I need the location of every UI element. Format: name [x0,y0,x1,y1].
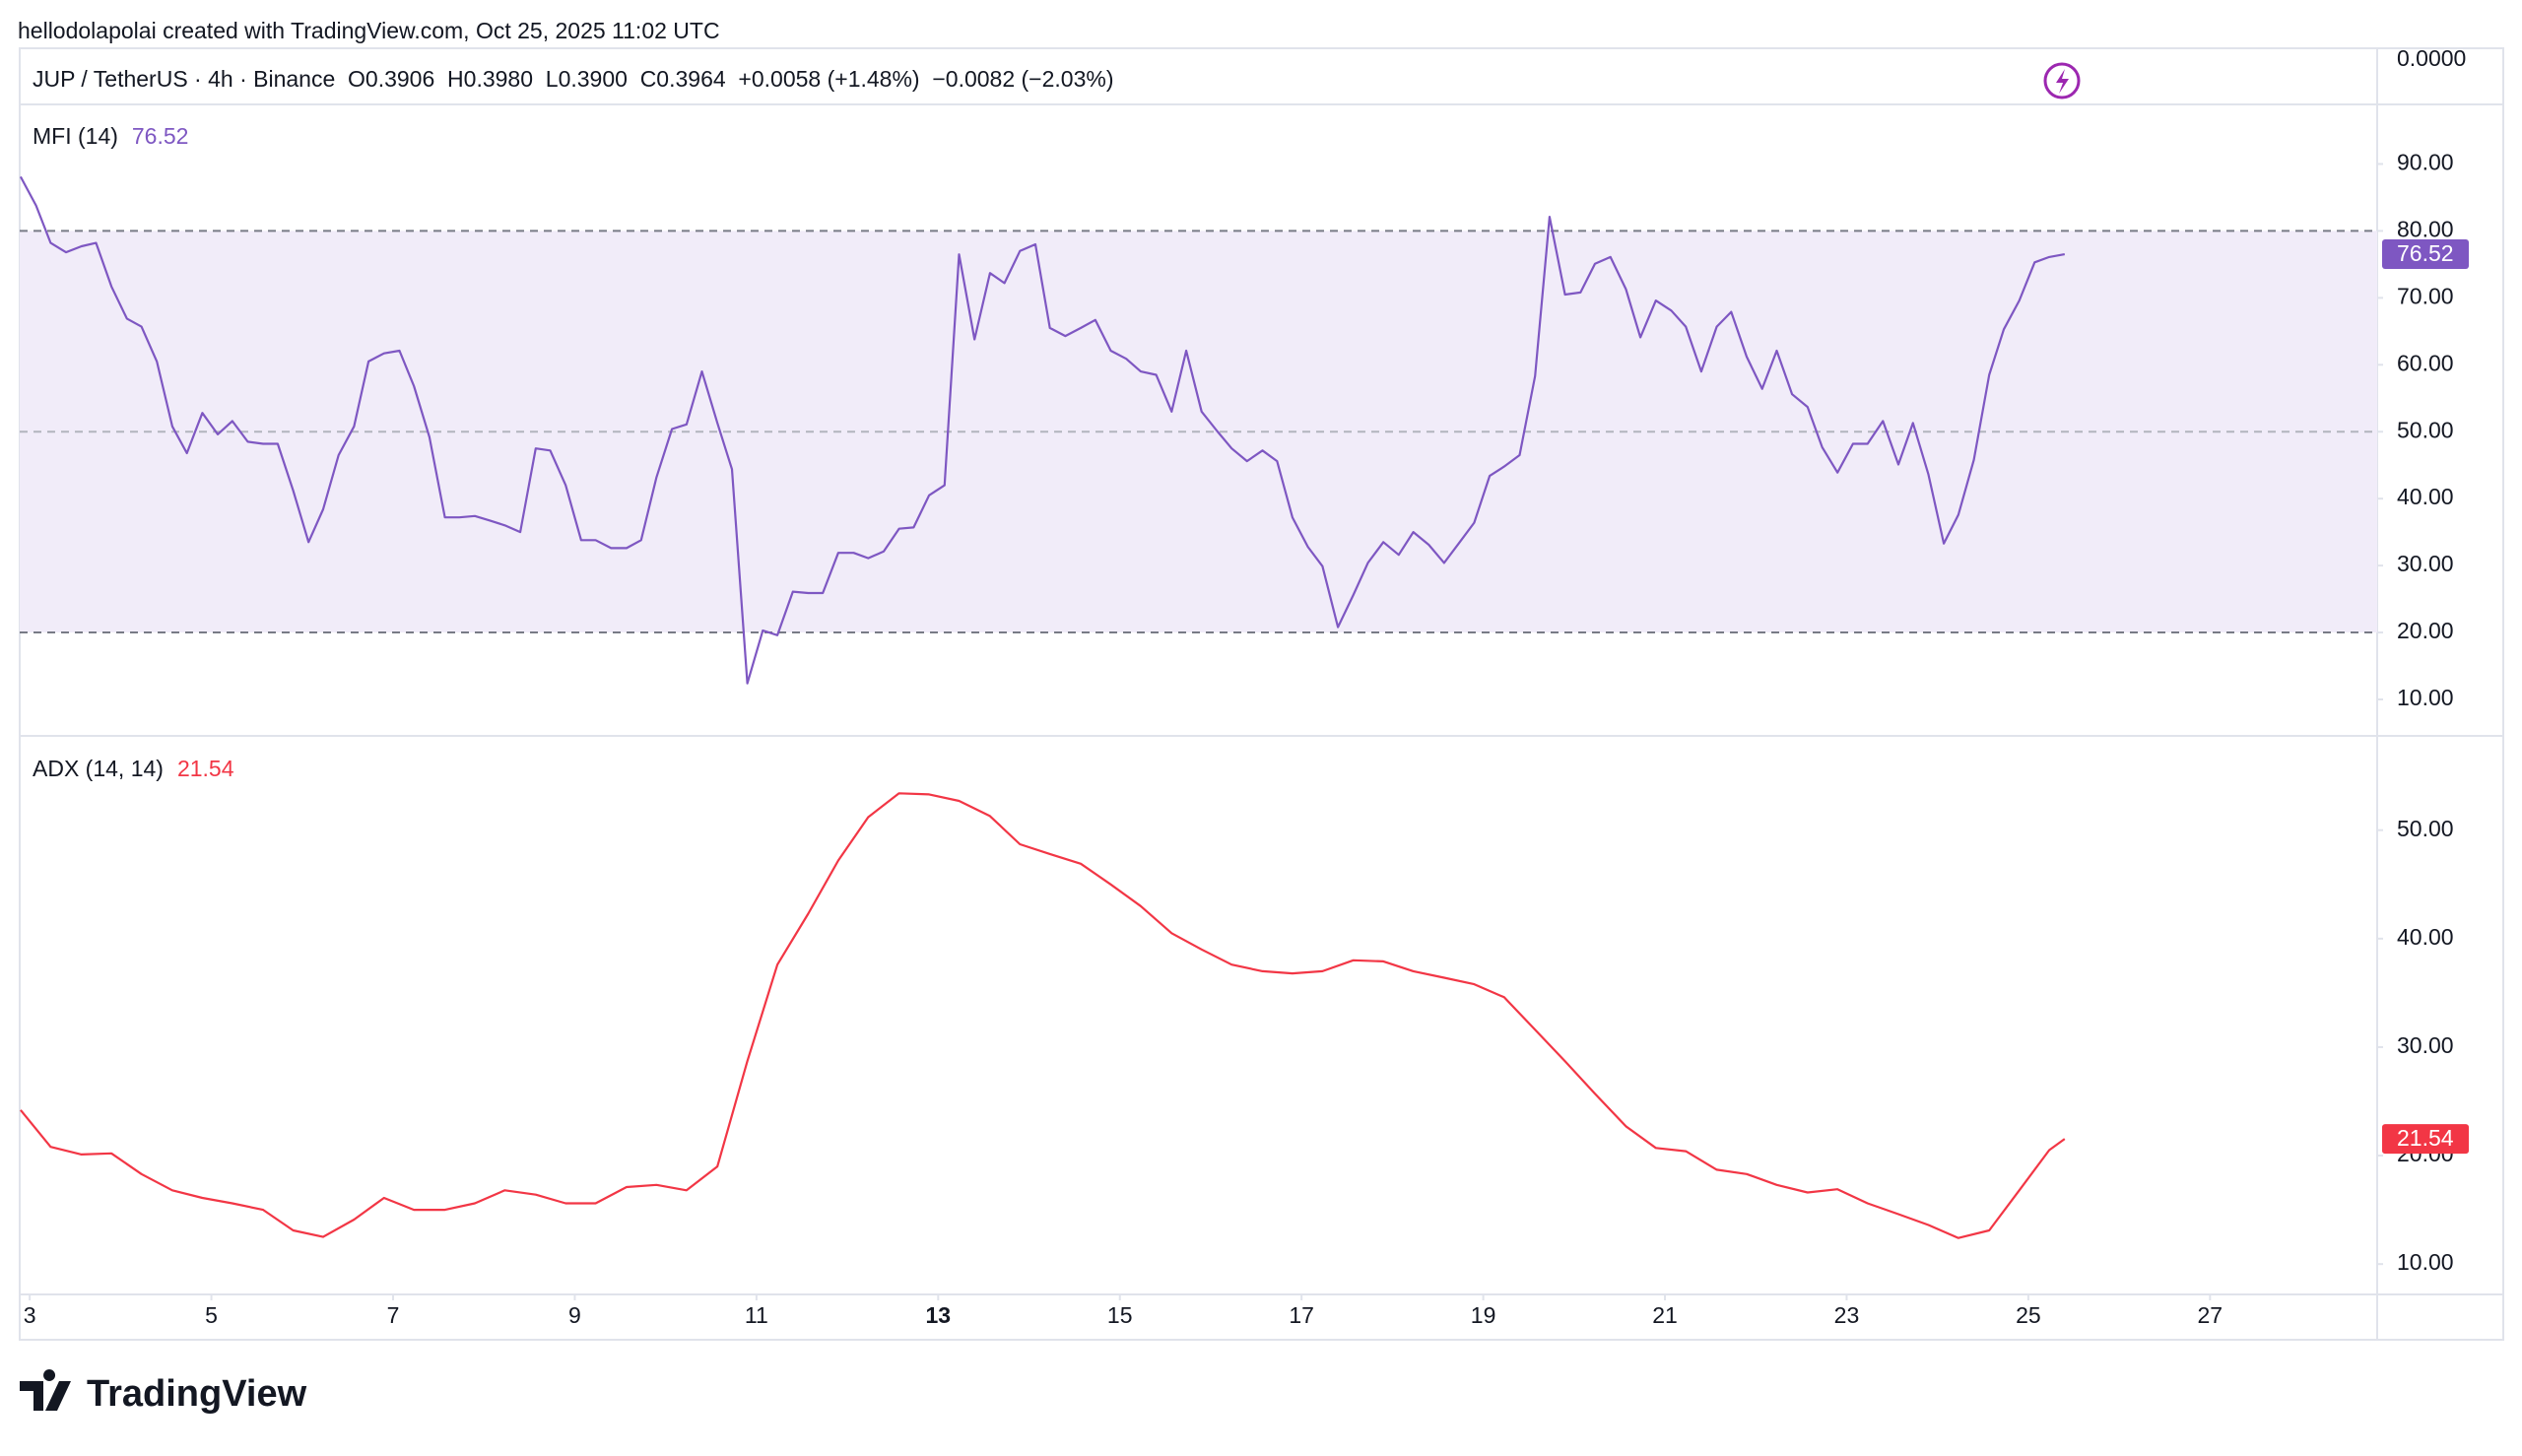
y-tick-label: 50.00 [2397,417,2454,442]
y-tick-label: 80.00 [2397,216,2454,241]
x-tick-label: 3 [24,1302,36,1328]
pane-title: ADX (14, 14) [33,756,164,781]
y-tick-label: 30.00 [2397,551,2454,576]
pane-value: 76.52 [132,123,189,149]
attribution: hellodolapolai created with TradingView.… [18,18,720,43]
y-tick-label: 10.00 [2397,685,2454,710]
x-tick-label: 15 [1107,1302,1133,1328]
pane-value: 21.54 [177,756,234,781]
frame [19,47,2504,1341]
y-tick-label: 90.00 [2397,150,2454,175]
price-axis-label: 0.0000 [2397,45,2466,71]
x-tick-label: 5 [205,1302,218,1328]
y-tick-label: 40.00 [2397,484,2454,509]
y-tick-label: 30.00 [2397,1032,2454,1058]
x-tick-label: 21 [1652,1302,1678,1328]
x-tick-label: 25 [2016,1302,2041,1328]
logo: TradingView [20,1369,307,1415]
pane-title: MFI (14) [33,123,118,149]
y-tick-label: 50.00 [2397,816,2454,841]
logo-mark [20,1369,71,1411]
x-tick-label: 23 [1834,1302,1860,1328]
x-tick-label: 17 [1289,1302,1314,1328]
x-tick-label: 7 [387,1302,400,1328]
symbol-line: JUP / TetherUS · 4h · Binance O0.3906 H0… [33,66,1114,92]
alert-icon[interactable] [2043,62,2081,99]
x-tick-label: 9 [568,1302,581,1328]
y-tick-label: 10.00 [2397,1249,2454,1275]
x-tick-label: 19 [1471,1302,1496,1328]
last-value-badge [2382,1124,2469,1155]
alert-circle[interactable] [2043,62,2081,99]
last-value-label: 21.54 [2397,1125,2454,1151]
x-tick-label: 27 [2198,1302,2223,1328]
x-tick-label: 13 [926,1302,952,1328]
alert-bolt[interactable] [2056,69,2069,94]
y-tick-label: 40.00 [2397,924,2454,950]
y-tick-label: 60.00 [2397,350,2454,375]
x-tick-label: 11 [745,1302,768,1328]
series-line [20,792,2066,1239]
y-tick-label: 70.00 [2397,283,2454,308]
series-line [19,175,2065,685]
last-value-label: 76.52 [2397,240,2454,266]
y-tick-label: 20.00 [2397,618,2454,643]
logo-text: TradingView [87,1373,307,1415]
last-value-badge [2382,239,2469,270]
